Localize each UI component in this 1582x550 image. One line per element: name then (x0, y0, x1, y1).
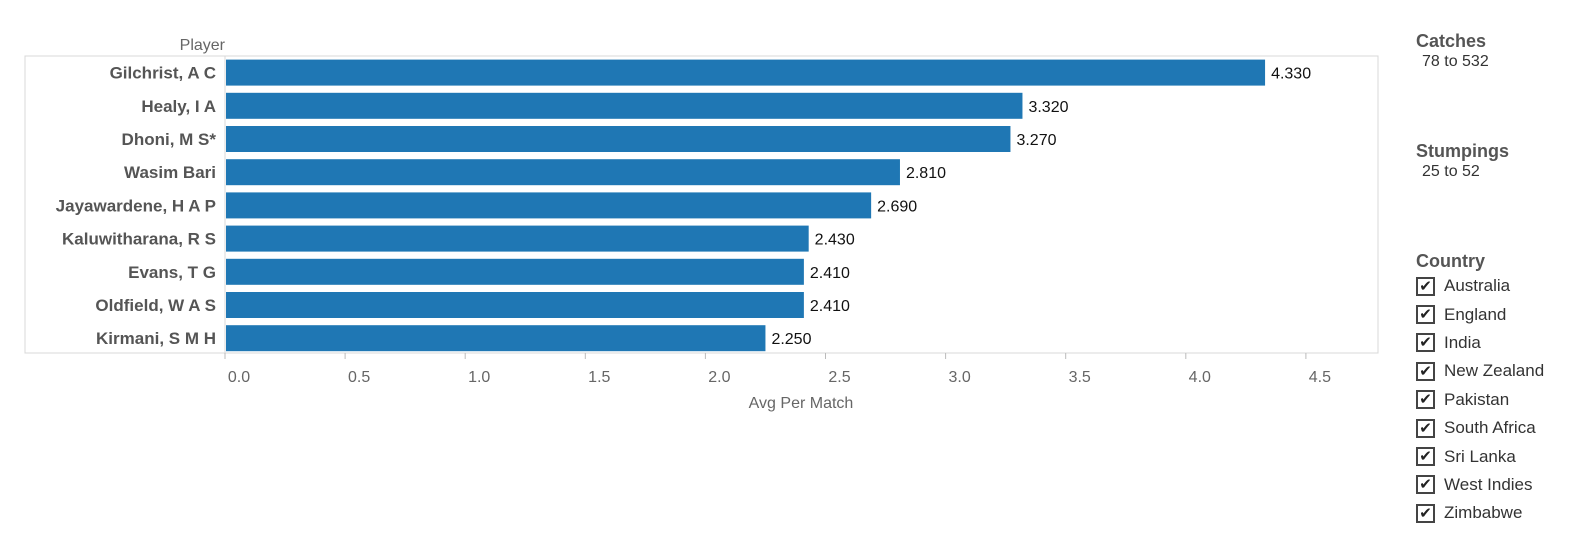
x-tick-label: 3.5 (1069, 369, 1091, 386)
country-label: South Africa (1444, 418, 1536, 438)
bar[interactable] (226, 258, 804, 285)
bar-value-label: 3.270 (1016, 132, 1056, 149)
bar-value-label: 2.810 (906, 165, 946, 182)
country-option[interactable]: ✔ England (1416, 300, 1582, 328)
player-label: Oldfield, W A S (95, 296, 216, 315)
bar[interactable] (226, 292, 804, 318)
player-label: Healy, I A (141, 97, 216, 116)
bar-value-label: 2.410 (810, 298, 850, 315)
country-option[interactable]: ✔ Australia (1416, 272, 1582, 300)
country-option[interactable]: ✔ South Africa (1416, 414, 1582, 442)
country-option[interactable]: ✔ West Indies (1416, 471, 1582, 499)
checkmark-icon[interactable]: ✔ (1416, 418, 1435, 438)
country-label: Pakistan (1444, 389, 1510, 409)
bar[interactable] (226, 126, 1011, 152)
checkmark-icon[interactable]: ✔ (1416, 475, 1435, 495)
country-option[interactable]: ✔ Pakistan (1416, 386, 1582, 414)
x-tick-label: 1.0 (468, 369, 490, 386)
player-label: Dhoni, M S* (122, 130, 217, 149)
bar-value-label: 3.320 (1028, 99, 1068, 116)
catches-filter-range: 78 to 532 (1422, 53, 1489, 70)
x-tick-label: 4.0 (1189, 369, 1211, 386)
country-filter: Country ✔ Australia ✔ England ✔ India ✔ New Zea… (1416, 250, 1582, 528)
x-tick-label: 2.5 (828, 369, 850, 386)
country-option[interactable]: ✔ Sri Lanka (1416, 442, 1582, 470)
checkmark-icon[interactable]: ✔ (1416, 305, 1435, 325)
checkmark-icon[interactable]: ✔ (1416, 390, 1435, 410)
x-tick-label: 3.0 (948, 369, 970, 386)
player-label: Kaluwitharana, R S (62, 230, 216, 249)
bar[interactable] (226, 325, 766, 352)
country-label: India (1444, 332, 1481, 352)
x-tick-label: 4.5 (1309, 369, 1331, 386)
player-label: Kirmani, S M H (96, 329, 216, 348)
catches-filter[interactable]: Catches 78 to 532 (1416, 30, 1582, 72)
country-filter-title: Country (1416, 251, 1485, 271)
x-tick-label: 0.0 (228, 369, 250, 386)
country-option[interactable]: ✔ Zimbabwe (1416, 499, 1582, 527)
bar-value-label: 2.410 (810, 265, 850, 282)
bar-value-label: 2.430 (815, 232, 855, 249)
stumpings-filter-range: 25 to 52 (1422, 163, 1480, 180)
player-label: Wasim Bari (124, 163, 216, 182)
checkmark-icon[interactable]: ✔ (1416, 503, 1435, 523)
x-tick-label: 2.0 (708, 369, 730, 386)
player-label: Gilchrist, A C (110, 64, 216, 83)
bar[interactable] (226, 92, 1023, 119)
bar-chart: Player Gilchrist, A C 4.330 Healy, I A 3.32… (24, 37, 1379, 412)
checkmark-icon[interactable]: ✔ (1416, 447, 1435, 467)
catches-filter-title: Catches (1416, 31, 1487, 51)
country-option[interactable]: ✔ India (1416, 329, 1582, 357)
bar-value-label: 2.690 (877, 198, 917, 215)
bar[interactable] (226, 225, 809, 252)
country-label: England (1444, 304, 1507, 324)
player-label: Evans, T G (128, 263, 216, 282)
row-header: Player (180, 37, 226, 54)
country-list: ✔ Australia ✔ England ✔ India ✔ New Zealand ✔ Pak… (1416, 272, 1582, 528)
country-label: Australia (1444, 276, 1511, 296)
country-label: West Indies (1444, 474, 1533, 494)
country-label: Sri Lanka (1444, 446, 1516, 466)
bar[interactable] (226, 159, 900, 186)
bar-value-label: 4.330 (1271, 66, 1311, 83)
bar[interactable] (226, 192, 872, 219)
x-axis-title: Avg Per Match (749, 395, 854, 412)
stumpings-filter-title: Stumpings (1416, 141, 1509, 161)
x-tick-label: 0.5 (348, 369, 370, 386)
player-label: Jayawardene, H A P (56, 196, 216, 215)
country-label: New Zealand (1444, 361, 1545, 381)
stumpings-filter[interactable]: Stumpings 25 to 52 (1416, 140, 1582, 182)
filter-panel: Catches 78 to 532 Stumpings 25 to 52 Cou… (1416, 30, 1582, 528)
checkmark-icon[interactable]: ✔ (1416, 333, 1435, 353)
checkmark-icon[interactable]: ✔ (1416, 361, 1435, 381)
bar[interactable] (226, 59, 1266, 86)
country-label: Zimbabwe (1444, 503, 1523, 523)
plot-frame (24, 55, 1379, 354)
bar-value-label: 2.250 (771, 331, 811, 348)
country-option[interactable]: ✔ New Zealand (1416, 357, 1582, 385)
checkmark-icon[interactable]: ✔ (1416, 276, 1435, 296)
x-tick-label: 1.5 (588, 369, 610, 386)
